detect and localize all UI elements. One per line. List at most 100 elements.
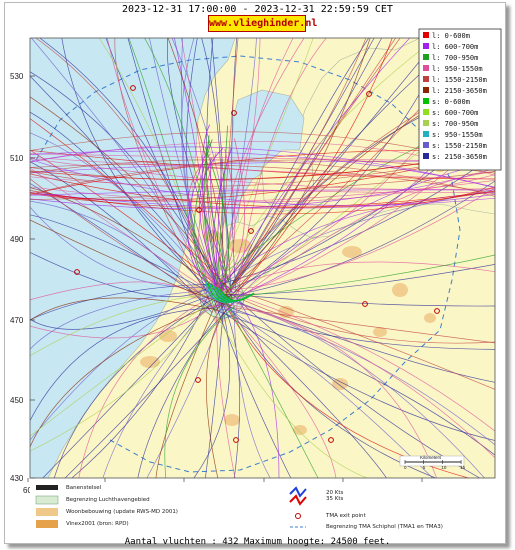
exit-point-marker: [195, 377, 201, 383]
legend-vinex: Vinex2001 (bron: RPD): [66, 521, 129, 527]
flight-track: [78, 287, 228, 478]
scale-tick-label: 15: [460, 465, 466, 470]
flight-track: [187, 143, 215, 291]
flight-track: [30, 189, 495, 196]
legend-label: s: 2150-3650m: [432, 153, 487, 161]
legend-label: l: 0-600m: [432, 32, 470, 40]
flight-track: [205, 140, 232, 291]
flight-track: [206, 308, 227, 478]
flight-track: [30, 186, 495, 215]
y-axis: 530 510 490 470 450 430: [10, 72, 35, 483]
map-title: 2023-12-31 17:00:00 - 2023-12-31 22:59:5…: [122, 4, 393, 15]
flight-track: [213, 149, 236, 291]
flight-track: [98, 38, 222, 303]
brand-badge[interactable]: www.vlieghinder.nl: [208, 15, 317, 32]
legend-label: s: 0-600m: [432, 98, 470, 106]
legend-swatch: [423, 76, 429, 82]
flight-track: [232, 295, 495, 344]
flight-track: [234, 38, 393, 296]
flight-track: [227, 285, 280, 478]
flight-track: [30, 293, 216, 330]
legend-swatch: [423, 153, 429, 159]
flight-track: [128, 38, 216, 312]
legend-label: l: 1550-2150m: [432, 76, 487, 84]
flight-track: [224, 305, 337, 478]
y-tick-label: 490: [10, 235, 24, 244]
flight-track: [224, 38, 439, 296]
flight-track: [224, 296, 436, 478]
legend-label: s: 600-700m: [432, 109, 478, 117]
flight-track: [30, 96, 233, 299]
flight-track: [167, 38, 227, 305]
flight-track: [211, 38, 233, 306]
flight-track: [30, 301, 210, 452]
flight-track: [215, 38, 371, 312]
housing-swatch: [36, 508, 58, 516]
flight-track: [228, 303, 437, 478]
flight-track: [187, 153, 218, 291]
flight-track: [127, 38, 212, 305]
flight-track: [218, 38, 239, 286]
flight-track: [233, 303, 271, 478]
flight-track: [213, 38, 437, 294]
flight-tracks: [30, 38, 495, 478]
altitude-legend: l: 0-600m l: 600-700m l: 700-950m l: 950-15…: [418, 28, 502, 171]
flight-track: [30, 281, 209, 307]
flight-track: [224, 38, 294, 287]
flight-track: [220, 180, 495, 299]
footer-stats: Aantal vluchten : 432 Maximum hoogte: 24…: [124, 537, 391, 547]
flight-track: [219, 288, 255, 302]
flight-track: [39, 38, 224, 309]
flight-track: [219, 38, 396, 305]
flight-track: [30, 118, 233, 293]
flight-track: [220, 308, 495, 446]
flight-track: [235, 38, 327, 313]
flight-track: [30, 305, 213, 448]
flight-track: [30, 158, 495, 190]
map-border: [29, 37, 496, 479]
flight-track: [30, 163, 495, 195]
flight-track: [114, 38, 217, 314]
flight-track: [215, 38, 375, 311]
flight-track: [146, 290, 231, 478]
flight-track: [30, 290, 208, 350]
flight-track: [218, 311, 495, 456]
legend-swatch: [423, 131, 429, 137]
legend-swatch: [423, 109, 429, 115]
flight-track: [212, 138, 245, 291]
flight-track: [214, 261, 495, 298]
flight-track: [30, 200, 217, 312]
flight-track: [216, 125, 228, 291]
legend-swatch: [423, 98, 429, 104]
flight-track: [30, 282, 237, 437]
flight-track: [30, 174, 495, 203]
exit-point-marker: [74, 269, 80, 275]
legend-airport: Begrenzing Luchthavengebied: [66, 497, 150, 503]
legend-label: l: 950-1550m: [432, 65, 483, 73]
flight-track: [105, 38, 222, 291]
exit-point-marker: [196, 207, 202, 213]
flight-track: [30, 159, 495, 206]
flight-track: [199, 148, 225, 291]
flight-track: [214, 312, 368, 478]
flight-track: [210, 290, 292, 478]
legend-label: s: 1550-2150m: [432, 142, 487, 150]
scale-tick-label: 10: [441, 465, 447, 470]
flight-track: [216, 38, 305, 299]
flight-track: [30, 307, 214, 421]
vinex-swatch: [36, 520, 58, 528]
flight-track: [30, 291, 208, 441]
flight-track: [30, 156, 495, 180]
flight-track: [30, 206, 210, 288]
legend-housing: Woonbebouwing (update RWS-MD 2001): [66, 509, 178, 515]
flight-track: [212, 304, 495, 344]
legend-label: l: 600-700m: [432, 43, 478, 51]
exit-point-marker: [434, 308, 440, 314]
y-tick-label: 450: [10, 396, 24, 405]
svg-text:Kilometers: Kilometers: [420, 455, 442, 460]
legend-wind: 20 Kts 35 Kts: [326, 490, 344, 502]
flight-track: [222, 297, 319, 478]
exit-point-marker: [248, 228, 254, 234]
flight-track: [181, 38, 210, 288]
